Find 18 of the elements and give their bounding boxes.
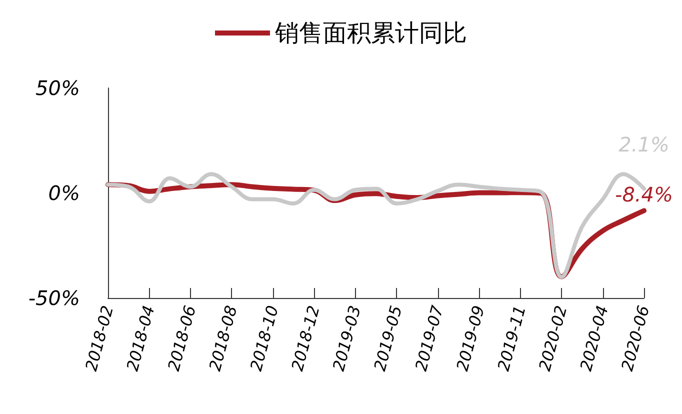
data-label: -8.4% [614, 182, 674, 207]
x-tick-label: 2019-09 [452, 304, 488, 374]
x-tick-label: 2018-06 [164, 304, 200, 374]
x-tick-label: 2018-02 [82, 304, 118, 374]
y-tick-label: -50% [28, 286, 80, 310]
x-tick-label: 2020-06 [618, 304, 654, 374]
x-tick-label: 2019-05 [370, 304, 406, 374]
x-tick-label: 2018-12 [288, 304, 324, 374]
x-tick-label: 2018-08 [205, 304, 241, 374]
legend-label: 销售面积累计同比 [274, 19, 467, 47]
x-tick-label: 2018-04 [122, 304, 158, 374]
x-tick-label: 2019-07 [411, 302, 448, 374]
x-tick-label: 2019-11 [494, 304, 530, 374]
y-tick-label: 50% [36, 76, 80, 100]
x-tick-label: 2020-04 [576, 304, 612, 374]
y-tick-label: 0% [48, 181, 80, 205]
x-tick-label: 2019-03 [328, 304, 365, 374]
x-tick-label: 2018-10 [246, 304, 282, 374]
